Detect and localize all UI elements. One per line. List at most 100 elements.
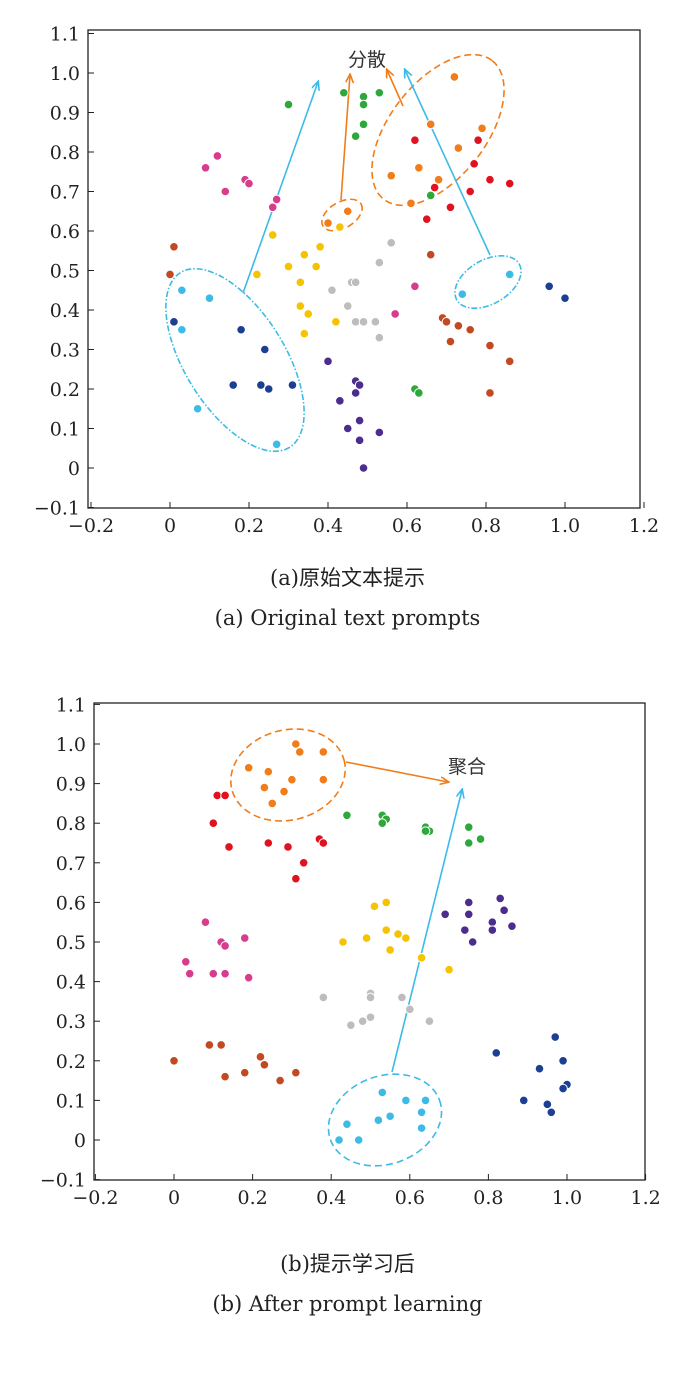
- brown-point: [169, 242, 179, 252]
- x-tick-label: 1.0: [552, 1187, 582, 1209]
- y-tick-label: 0: [68, 458, 80, 480]
- yellow-point: [295, 301, 306, 311]
- pink-point: [180, 957, 191, 967]
- caption-b-en: (b) After prompt learning: [212, 1292, 483, 1316]
- purple-point: [495, 893, 505, 904]
- orange-point: [425, 119, 436, 130]
- red-point: [224, 842, 234, 852]
- purple-point: [354, 415, 365, 426]
- yellow-point: [299, 328, 310, 339]
- yellow-point: [361, 933, 372, 943]
- x-tick-label: −0.2: [72, 1187, 118, 1209]
- orange-arrow: [345, 761, 448, 782]
- y-tick-label: −0.1: [40, 1170, 86, 1192]
- y-tick-label: 0.5: [50, 261, 80, 283]
- yellow-point: [267, 230, 278, 240]
- orange-cluster-ellipse: [229, 728, 347, 822]
- red-point: [465, 186, 476, 197]
- cyan-cluster-ellipse: [165, 267, 305, 453]
- cyan-point: [192, 403, 203, 414]
- orange-point: [263, 766, 274, 777]
- green-point: [358, 99, 369, 110]
- purple-point: [507, 921, 517, 931]
- cyan-cluster-ellipse: [327, 1073, 443, 1167]
- yellow-point: [385, 945, 395, 955]
- red-point: [291, 873, 301, 884]
- gray-point: [370, 317, 381, 327]
- gray-point: [357, 1016, 368, 1027]
- y-tick-label: 0.2: [56, 1051, 86, 1073]
- annotation-label: 分散: [348, 49, 386, 71]
- navy-point: [534, 1063, 545, 1074]
- brown-point: [453, 321, 464, 331]
- yellow-point: [311, 261, 321, 272]
- y-tick-label: 0.8: [56, 813, 86, 835]
- brown-point: [485, 340, 495, 351]
- x-tick-label: 0: [168, 1187, 180, 1209]
- yellow-point: [381, 925, 392, 935]
- green-point: [420, 826, 431, 836]
- purple-point: [335, 396, 345, 406]
- cyan-point: [342, 1119, 352, 1129]
- navy-point: [544, 281, 555, 292]
- annotation-label: 聚合: [448, 756, 486, 778]
- yellow-point: [444, 964, 454, 975]
- cyan-point: [177, 285, 187, 296]
- brown-point: [465, 324, 476, 335]
- x-tick-label: 1.0: [550, 515, 580, 537]
- y-tick-label: 0.1: [50, 419, 80, 441]
- cyan-point: [177, 324, 187, 335]
- gray-point: [397, 992, 407, 1003]
- pink-point: [239, 933, 250, 943]
- caption-a-en: (a) Original text prompts: [214, 606, 481, 630]
- gray-point: [327, 285, 337, 296]
- x-tick-label: 0.4: [313, 515, 343, 537]
- orange-point: [267, 798, 278, 809]
- green-point: [358, 119, 369, 130]
- orange-point: [342, 206, 353, 217]
- orange-point: [279, 786, 289, 797]
- y-tick-label: 0.7: [50, 182, 80, 204]
- orange-point: [318, 747, 329, 757]
- brown-point: [220, 1071, 230, 1082]
- red-point: [220, 790, 230, 801]
- yellow-point: [401, 933, 411, 943]
- yellow-point: [252, 269, 262, 280]
- green-point: [350, 131, 361, 141]
- x-tick-label: 0.6: [392, 515, 422, 537]
- y-tick-label: 0.2: [50, 379, 80, 401]
- navy-point: [558, 1083, 568, 1094]
- green-point: [358, 91, 369, 102]
- caption-a-zh: (a)原始文本提示: [270, 566, 425, 590]
- cyan-point: [416, 1123, 427, 1133]
- orange-point: [243, 762, 254, 773]
- pink-point: [220, 968, 230, 979]
- purple-point: [342, 423, 353, 434]
- brown-point: [291, 1067, 301, 1078]
- navy-point: [263, 384, 274, 394]
- green-point: [283, 99, 294, 110]
- orange-cluster-ellipse: [321, 198, 363, 232]
- cyan-point: [504, 269, 515, 280]
- orange-point: [294, 747, 305, 757]
- purple-point: [350, 388, 361, 398]
- red-point: [318, 838, 329, 848]
- y-tick-label: 1.0: [56, 734, 86, 756]
- y-tick-label: 0.5: [56, 932, 86, 954]
- navy-point: [260, 344, 270, 355]
- gray-point: [374, 332, 385, 343]
- red-point: [263, 838, 274, 848]
- green-point: [414, 388, 424, 398]
- purple-point: [354, 380, 365, 390]
- gray-point: [365, 1012, 376, 1023]
- x-tick-label: 0.8: [471, 515, 501, 537]
- yellow-point: [338, 937, 348, 947]
- brown-point: [445, 336, 456, 347]
- brown-point: [425, 249, 436, 260]
- orange-point: [291, 739, 301, 749]
- x-tick-label: 0.4: [316, 1187, 346, 1209]
- green-point: [463, 822, 474, 832]
- pink-point: [220, 941, 230, 951]
- cyan-point: [373, 1115, 384, 1125]
